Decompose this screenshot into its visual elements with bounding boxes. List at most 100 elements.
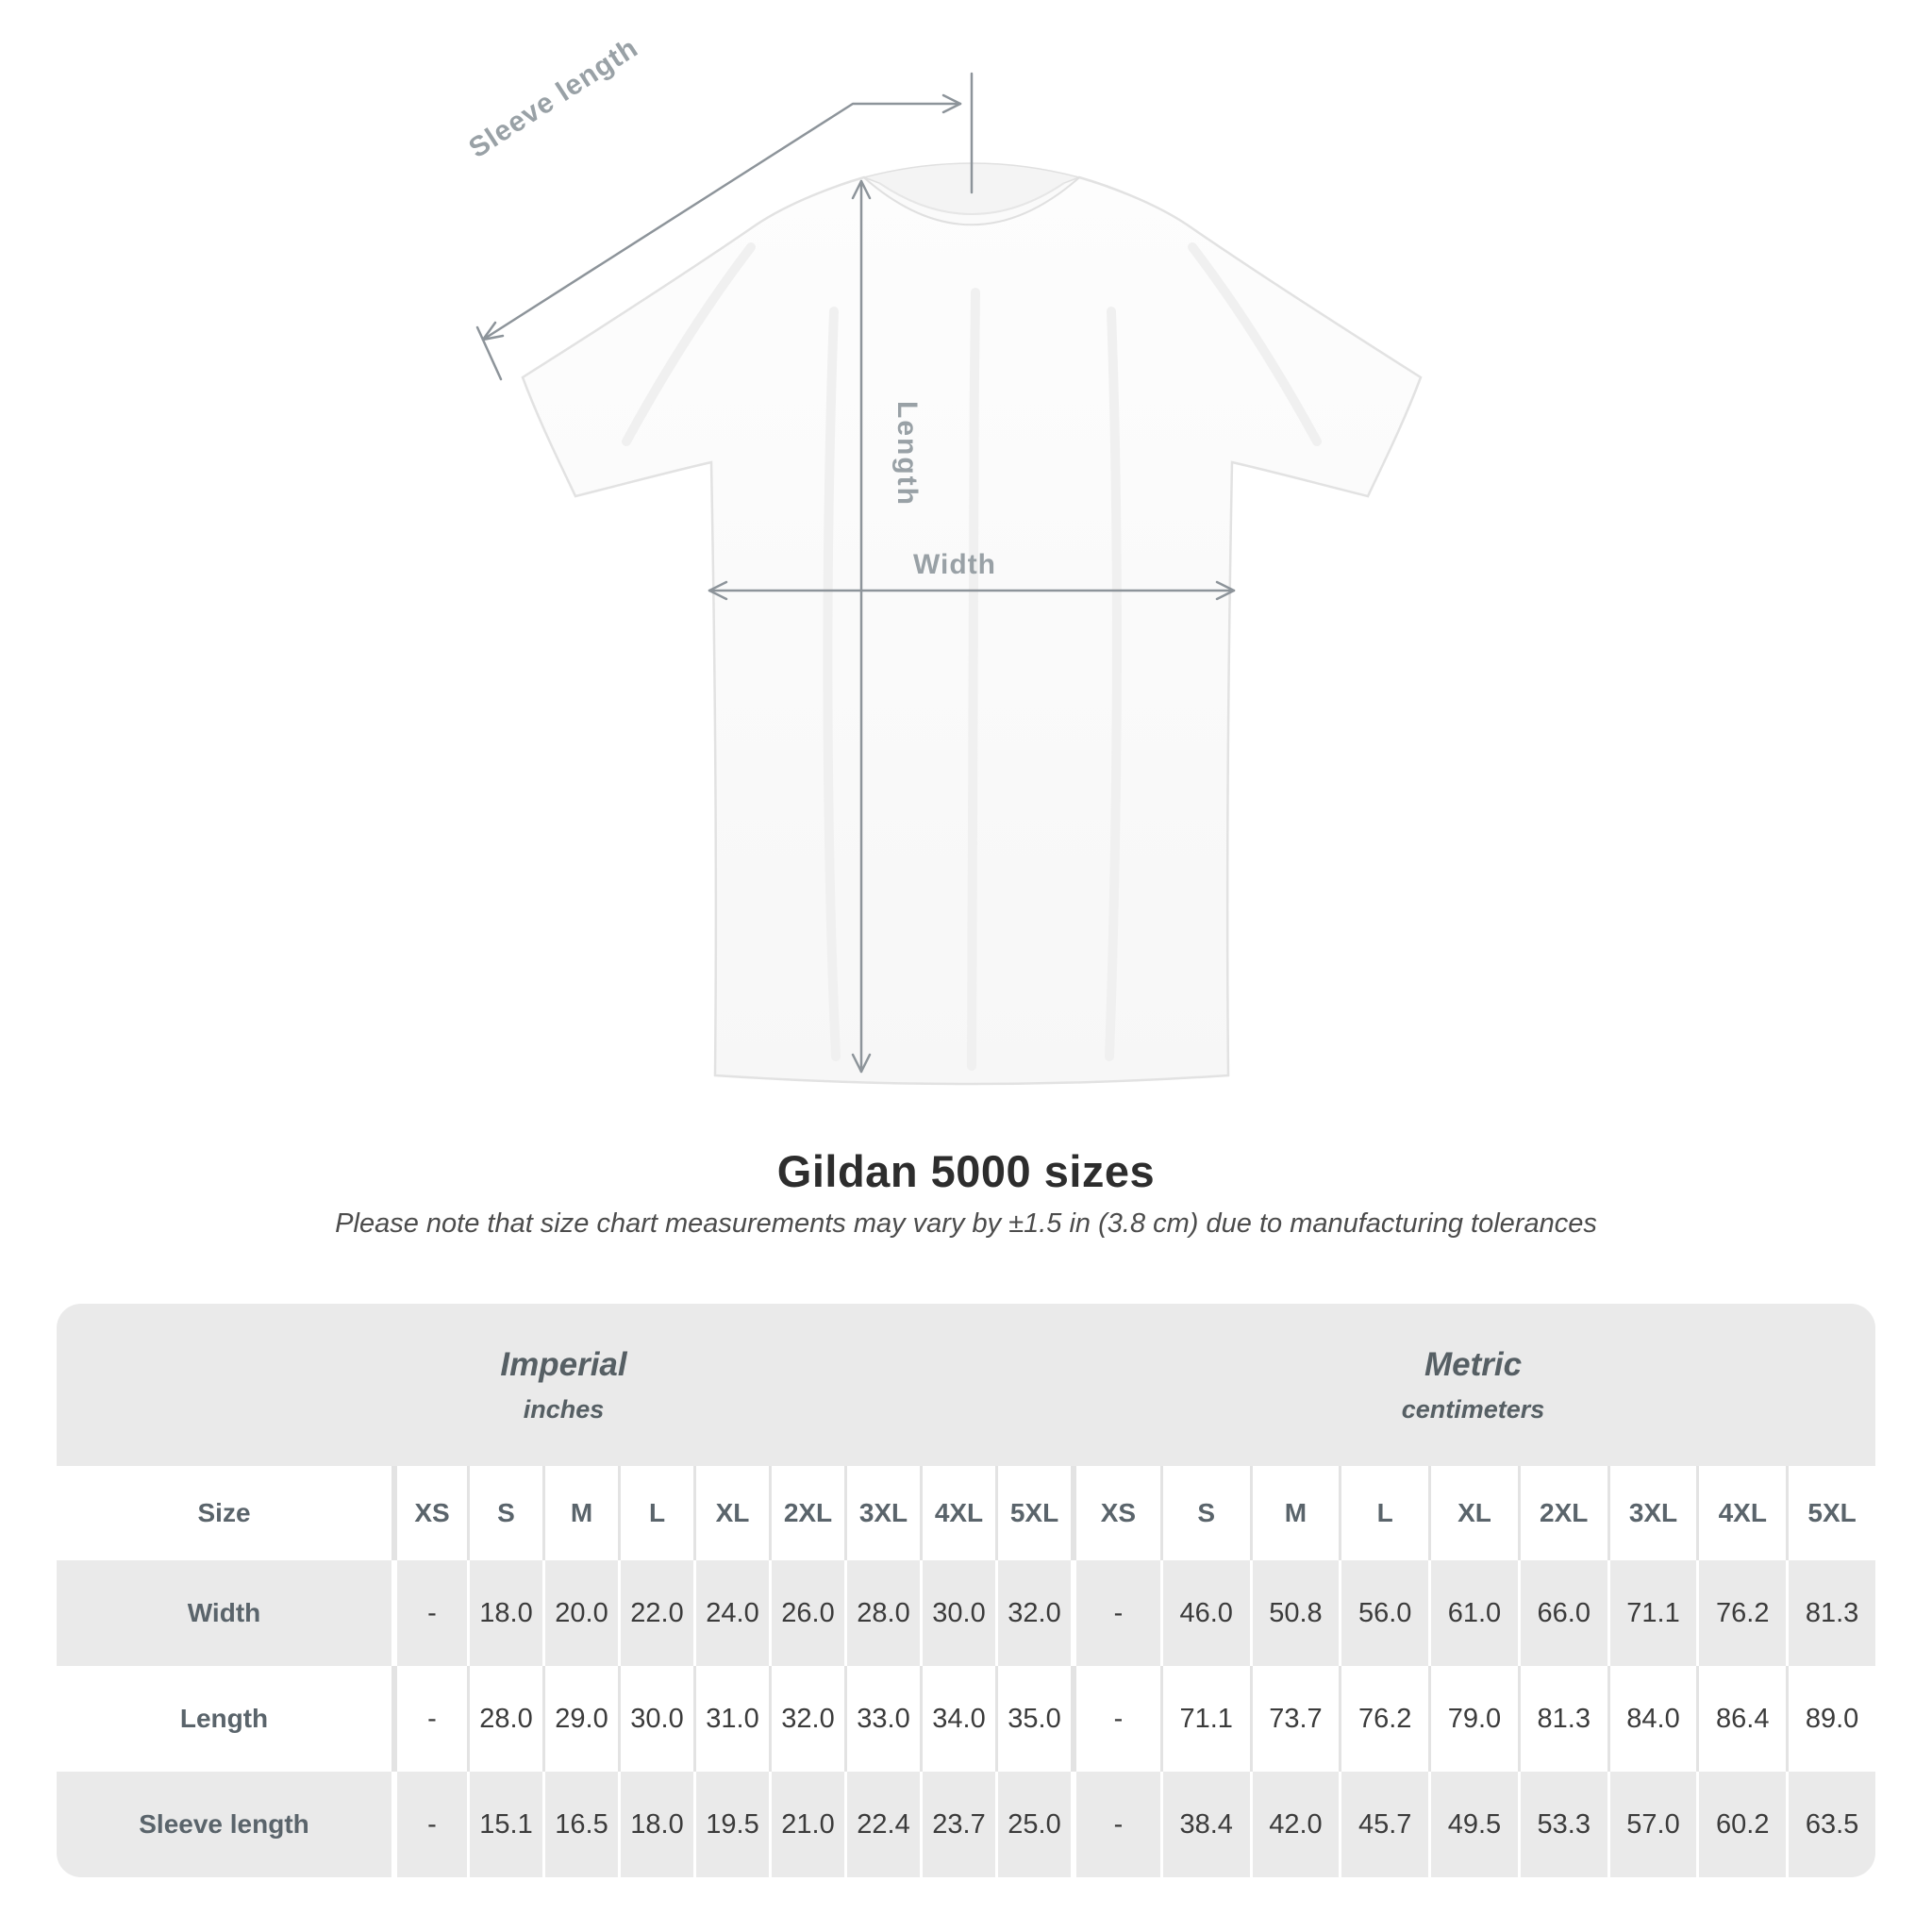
value-cell: 42.0 [1249,1772,1340,1877]
value-cell: 89.0 [1786,1666,1875,1772]
value-cell: 38.4 [1159,1772,1250,1877]
size-header-imperial-4xl: 4XL [920,1466,995,1560]
value-cell: 18.0 [467,1560,542,1666]
width-arrow-right [1215,580,1236,601]
value-cell: 46.0 [1159,1560,1250,1666]
value-cell: 45.7 [1339,1772,1429,1877]
value-cell: 49.5 [1428,1772,1518,1877]
size-table-container: Imperial inches Metric centimeters Size … [57,1304,1875,1877]
length-label: Length [891,401,923,507]
value-cell: - [1071,1666,1160,1772]
size-header-imperial-3xl: 3XL [844,1466,920,1560]
value-cell: - [391,1666,467,1772]
size-header-imperial-s: S [467,1466,542,1560]
size-table-body: Width -18.0 20.0 22.0 24.0 26.0 28.0 30.0 32.0-4… [57,1560,1875,1877]
sleeve-length-label: Sleeve length [463,32,643,164]
row-label: Length [57,1666,391,1772]
measurement-row: Sleeve length -15.1 16.5 18.0 19.5 21.0 22.4 23… [57,1772,1875,1877]
size-header-imperial-xs: XS [391,1466,467,1560]
width-label: Width [913,549,996,580]
value-cell: 28.0 [844,1560,920,1666]
value-cell: 57.0 [1607,1772,1697,1877]
metric-unit-label: centimeters [1401,1394,1545,1424]
size-table: Imperial inches Metric centimeters Size … [57,1304,1875,1877]
measurement-row: Width -18.0 20.0 22.0 24.0 26.0 28.0 30.0 32.0-4… [57,1560,1875,1666]
value-cell: 71.1 [1159,1666,1250,1772]
imperial-unit-label: inches [523,1394,605,1424]
value-cell: 34.0 [920,1666,995,1772]
value-cell: 16.5 [542,1772,618,1877]
value-cell: 31.0 [693,1666,769,1772]
size-header-metric-m: M [1249,1466,1340,1560]
sleeve-end-tick [475,325,503,381]
value-cell: 60.2 [1696,1772,1787,1877]
measurement-row: Length -28.0 29.0 30.0 31.0 32.0 33.0 34.0 35.0-… [57,1666,1875,1772]
imperial-header: Imperial inches [57,1304,1072,1466]
value-cell: 61.0 [1428,1560,1518,1666]
tshirt-size-diagram: Sleeve length Length Width [463,32,1423,1086]
row-label: Width [57,1560,391,1666]
value-cell: 79.0 [1428,1666,1518,1772]
tshirt-collar-stitch [878,182,1065,215]
value-cell: - [391,1560,467,1666]
fabric-creases [622,242,1322,1071]
size-header-imperial-l: L [618,1466,693,1560]
value-cell: 25.0 [995,1772,1072,1877]
value-cell: 26.0 [769,1560,844,1666]
metric-header: Metric centimeters [1071,1304,1875,1466]
value-cell: 81.3 [1786,1560,1875,1666]
value-cell: 15.1 [467,1772,542,1877]
sleeve-line [481,102,962,341]
value-cell: - [391,1772,467,1877]
value-cell: - [1071,1772,1160,1877]
size-header-metric-4xl: 4XL [1696,1466,1787,1560]
value-cell: 18.0 [618,1772,693,1877]
size-header-imperial-5xl: 5XL [995,1466,1072,1560]
value-cell: 73.7 [1249,1666,1340,1772]
size-header-metric-s: S [1159,1466,1250,1560]
sleeve-arrow-right [941,93,962,114]
size-header-metric-xs: XS [1071,1466,1160,1560]
row-label: Sleeve length [57,1772,391,1877]
value-cell: 30.0 [920,1560,995,1666]
value-cell: 32.0 [769,1666,844,1772]
value-cell: 81.3 [1517,1666,1607,1772]
value-cell: 35.0 [995,1666,1072,1772]
imperial-label: Imperial [500,1345,627,1383]
value-cell: 71.1 [1607,1560,1697,1666]
value-cell: 21.0 [769,1772,844,1877]
value-cell: 53.3 [1517,1772,1607,1877]
length-arrow-down [851,1053,872,1074]
value-cell: 76.2 [1696,1560,1787,1666]
size-header-metric-l: L [1339,1466,1429,1560]
value-cell: 76.2 [1339,1666,1429,1772]
value-cell: 86.4 [1696,1666,1787,1772]
width-arrow-left [708,580,728,601]
value-cell: 19.5 [693,1772,769,1877]
value-cell: 56.0 [1339,1560,1429,1666]
sleeve-arrow-tip [481,321,505,341]
size-header-row: Size XS S M L XL 2XL 3XL 4XL 5XL XS S M L XL 2XL 3XL 4XL… [57,1466,1875,1560]
value-cell: 28.0 [467,1666,542,1772]
value-cell: 22.0 [618,1560,693,1666]
value-cell: 33.0 [844,1666,920,1772]
size-header-metric-xl: XL [1428,1466,1518,1560]
unit-band-row: Imperial inches Metric centimeters [57,1304,1875,1466]
value-cell: 66.0 [1517,1560,1607,1666]
value-cell: 30.0 [618,1666,693,1772]
value-cell: - [1071,1560,1160,1666]
value-cell: 22.4 [844,1772,920,1877]
size-header-metric-5xl: 5XL [1786,1466,1875,1560]
size-column-header: Size [57,1466,391,1560]
length-arrow-up [851,179,872,200]
size-header-metric-2xl: 2XL [1517,1466,1607,1560]
page-title: Gildan 5000 sizes [776,1146,1156,1196]
tolerance-note: Please note that size chart measurements… [335,1208,1597,1239]
value-cell: 24.0 [693,1560,769,1666]
dimension-lines [475,72,1236,1074]
size-header-imperial-m: M [542,1466,618,1560]
size-header-imperial-2xl: 2XL [769,1466,844,1560]
value-cell: 29.0 [542,1666,618,1772]
value-cell: 50.8 [1249,1560,1340,1666]
